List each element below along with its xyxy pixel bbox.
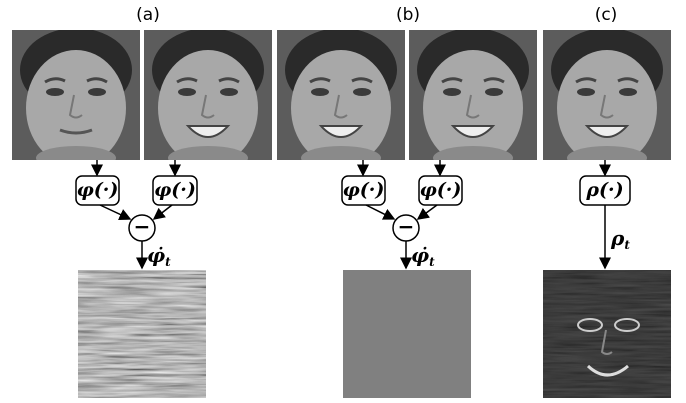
operator: ρ(·) xyxy=(585,179,623,201)
face-image xyxy=(409,28,537,170)
output-image xyxy=(543,270,671,398)
output-subscript: t xyxy=(429,255,435,269)
arrow xyxy=(366,205,394,219)
output-image xyxy=(343,270,471,398)
output-subscript: t xyxy=(624,238,630,252)
panel-label: (c) xyxy=(595,5,618,25)
face-image xyxy=(543,28,671,170)
combine-op: − xyxy=(134,215,151,239)
arrow xyxy=(100,205,130,219)
operator: φ(·) xyxy=(77,179,119,201)
output-symbol: φ̇ xyxy=(411,243,429,267)
operator: φ(·) xyxy=(420,179,462,201)
output-image-texture xyxy=(78,270,206,398)
figure: (a) φ(·) φ(·) − φ̇t (b) φ(·) φ(·) − φ̇t … xyxy=(0,0,686,403)
arrow xyxy=(154,205,172,219)
operator: φ(·) xyxy=(343,179,385,201)
arrow xyxy=(418,205,437,219)
output-label: φ̇t xyxy=(411,243,435,269)
panel-label: (a) xyxy=(136,5,160,25)
face-image xyxy=(12,28,140,170)
combine-op: − xyxy=(398,215,415,239)
operator: φ(·) xyxy=(154,179,196,201)
face-image xyxy=(144,28,272,170)
output-label: φ̇t xyxy=(147,243,171,269)
output-symbol: φ̇ xyxy=(147,243,165,267)
output-symbol: ρ xyxy=(610,226,625,250)
panel-label: (b) xyxy=(396,5,420,25)
output-label: ρt xyxy=(610,226,630,252)
face-image xyxy=(277,28,405,170)
output-subscript: t xyxy=(165,255,171,269)
